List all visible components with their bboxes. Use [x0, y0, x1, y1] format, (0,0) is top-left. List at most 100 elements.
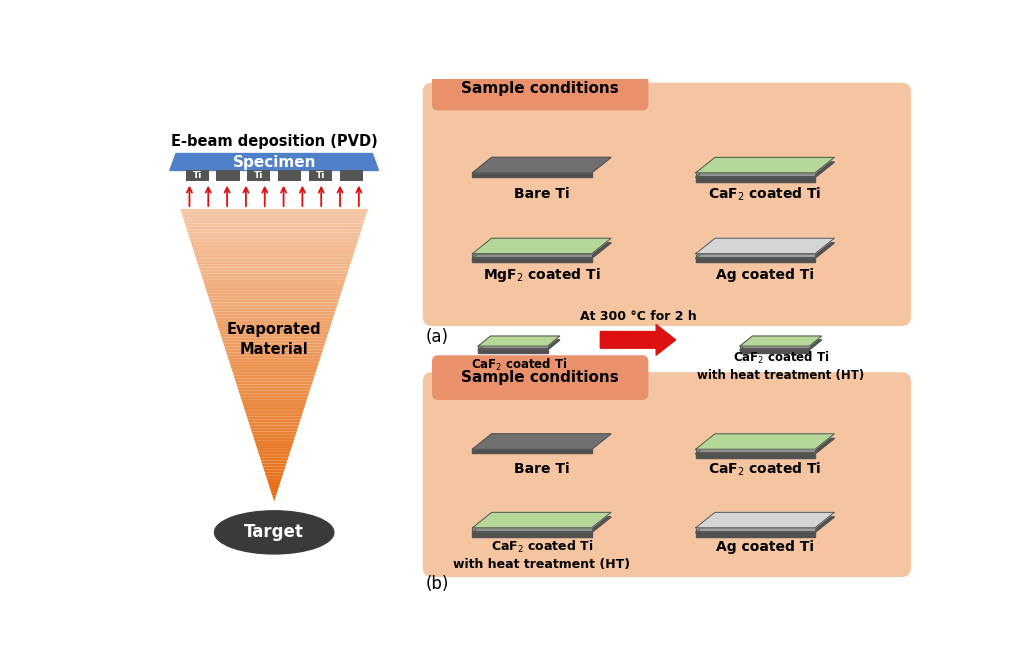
Polygon shape [195, 256, 353, 259]
Polygon shape [236, 382, 313, 384]
Polygon shape [696, 512, 835, 528]
Polygon shape [181, 212, 367, 215]
Polygon shape [188, 233, 361, 235]
Polygon shape [472, 238, 612, 254]
Polygon shape [200, 271, 348, 273]
Polygon shape [192, 247, 356, 250]
Bar [186, 170, 209, 181]
Polygon shape [221, 338, 326, 340]
Polygon shape [273, 499, 275, 501]
Polygon shape [234, 378, 314, 382]
FancyBboxPatch shape [432, 66, 649, 110]
Polygon shape [211, 306, 337, 308]
Polygon shape [472, 532, 592, 537]
Text: Specimen: Specimen [232, 154, 316, 170]
Text: Sample conditions: Sample conditions [462, 81, 619, 95]
Polygon shape [248, 420, 301, 422]
Text: Ti: Ti [192, 171, 201, 181]
Text: At 300 °C for 2 h: At 300 °C for 2 h [580, 310, 696, 323]
Polygon shape [187, 229, 362, 233]
Polygon shape [478, 340, 560, 350]
Polygon shape [184, 221, 365, 223]
Polygon shape [273, 496, 276, 499]
Text: MgF$_2$ coated Ti: MgF$_2$ coated Ti [482, 266, 600, 284]
Polygon shape [740, 340, 821, 350]
Polygon shape [478, 346, 547, 348]
Polygon shape [223, 344, 325, 346]
Bar [309, 170, 332, 181]
Polygon shape [204, 282, 345, 285]
Text: Ag coated Ti: Ag coated Ti [716, 541, 814, 555]
Polygon shape [180, 209, 368, 212]
Polygon shape [478, 336, 560, 346]
Polygon shape [215, 317, 334, 320]
Polygon shape [696, 162, 835, 177]
Polygon shape [211, 303, 338, 306]
Polygon shape [208, 294, 341, 297]
Polygon shape [243, 405, 305, 408]
Polygon shape [472, 173, 592, 177]
Polygon shape [696, 528, 815, 531]
Polygon shape [238, 388, 311, 390]
Polygon shape [239, 390, 310, 394]
Polygon shape [193, 250, 355, 253]
Text: Evaporated
Material: Evaporated Material [227, 323, 321, 357]
Polygon shape [269, 484, 280, 487]
Polygon shape [202, 279, 346, 282]
Polygon shape [696, 449, 815, 452]
Polygon shape [222, 340, 325, 344]
Polygon shape [270, 487, 279, 490]
Polygon shape [205, 285, 344, 288]
Polygon shape [231, 367, 317, 370]
Polygon shape [190, 238, 358, 241]
Text: (b): (b) [426, 576, 449, 593]
Text: Bare Ti: Bare Ti [514, 462, 569, 476]
Polygon shape [186, 227, 363, 229]
Polygon shape [232, 373, 315, 376]
Polygon shape [740, 346, 809, 348]
Polygon shape [263, 469, 284, 472]
Polygon shape [224, 346, 324, 350]
Polygon shape [472, 434, 612, 449]
Polygon shape [262, 466, 285, 469]
Text: Ti: Ti [254, 171, 263, 181]
Polygon shape [245, 411, 304, 414]
Polygon shape [696, 177, 815, 181]
Polygon shape [247, 417, 302, 420]
Polygon shape [218, 326, 331, 329]
Polygon shape [230, 364, 318, 367]
Polygon shape [256, 446, 292, 449]
Polygon shape [257, 449, 291, 452]
Polygon shape [182, 215, 367, 217]
Polygon shape [261, 461, 287, 464]
Polygon shape [472, 254, 592, 257]
Polygon shape [226, 352, 322, 355]
Polygon shape [220, 332, 328, 335]
Polygon shape [189, 235, 359, 238]
Polygon shape [242, 399, 307, 402]
Polygon shape [212, 308, 336, 311]
Polygon shape [194, 253, 354, 256]
Text: Sample conditions: Sample conditions [462, 370, 619, 385]
Polygon shape [244, 408, 304, 411]
Polygon shape [233, 376, 315, 378]
Text: (a): (a) [426, 328, 449, 346]
Polygon shape [472, 517, 612, 532]
Bar [247, 170, 271, 181]
Polygon shape [214, 314, 335, 317]
Polygon shape [267, 478, 282, 481]
Polygon shape [272, 493, 277, 496]
Polygon shape [246, 414, 303, 417]
Polygon shape [262, 464, 286, 466]
Text: CaF$_2$ coated Ti
with heat treatment (HT): CaF$_2$ coated Ti with heat treatment (H… [453, 539, 630, 571]
Polygon shape [249, 422, 300, 426]
Text: Ti: Ti [316, 171, 325, 181]
Text: CaF$_2$ coated Ti: CaF$_2$ coated Ti [709, 460, 822, 478]
Polygon shape [696, 238, 835, 254]
Polygon shape [191, 244, 356, 247]
Polygon shape [199, 267, 349, 271]
Polygon shape [228, 358, 320, 361]
Polygon shape [197, 261, 351, 265]
Polygon shape [219, 329, 330, 332]
Polygon shape [696, 438, 835, 454]
